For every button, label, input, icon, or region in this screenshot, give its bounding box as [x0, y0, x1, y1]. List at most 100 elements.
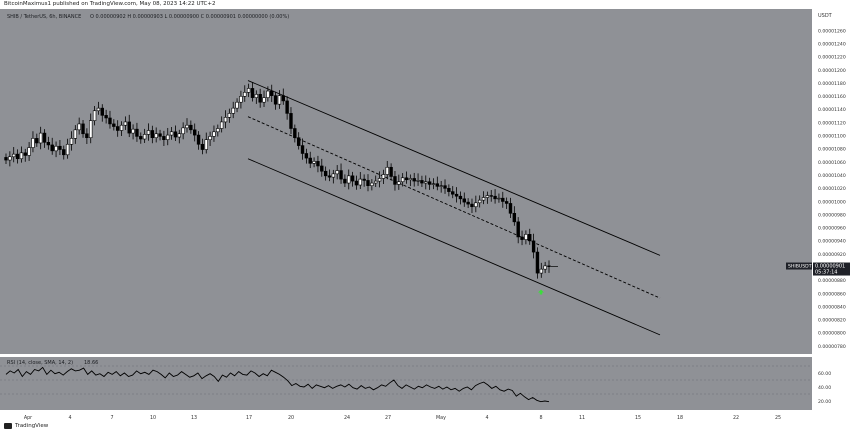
time-tick-label: Apr	[24, 415, 32, 421]
candle	[389, 166, 393, 177]
candle	[343, 178, 347, 184]
candle	[493, 195, 497, 200]
candle	[293, 128, 297, 139]
price-tick-label: 0.00000820	[818, 318, 846, 324]
candle	[69, 138, 74, 145]
candle	[370, 182, 374, 186]
candle	[239, 95, 243, 103]
price-tick-label: 0.00000860	[818, 291, 846, 297]
candle	[416, 180, 420, 182]
candle	[219, 121, 224, 129]
candle	[281, 95, 285, 102]
price-tick-label: 0.00001260	[818, 28, 846, 34]
candle	[254, 94, 259, 98]
candle	[81, 123, 85, 135]
candle	[501, 197, 505, 202]
candle	[412, 178, 416, 182]
candle	[512, 212, 517, 223]
time-axis-ticks: Apr 4 7 10 13 17 20 24 27 May 4 8 11 15 18 22 25	[24, 415, 781, 421]
time-tick-label: 22	[733, 415, 739, 421]
candle	[108, 117, 112, 125]
price-tick-label: 0.00001240	[818, 42, 846, 48]
candle	[404, 177, 409, 181]
candle	[216, 128, 220, 133]
candle	[335, 170, 339, 175]
channel-middle-line[interactable]	[247, 116, 661, 299]
candle	[366, 180, 370, 186]
candle	[131, 128, 135, 134]
candle	[27, 147, 31, 156]
candle	[92, 110, 97, 121]
candle	[528, 234, 532, 242]
candle	[12, 153, 16, 158]
candle	[312, 161, 316, 164]
candle	[8, 156, 12, 161]
candle	[50, 144, 54, 152]
price-axis-bg	[812, 9, 850, 422]
candle	[385, 166, 389, 175]
candle	[150, 130, 155, 139]
candle	[19, 152, 24, 160]
candle	[54, 145, 58, 152]
current-price: 0.00000901	[815, 264, 845, 270]
candle	[258, 94, 262, 103]
symbol-tag	[786, 262, 812, 270]
time-tick-label: 25	[775, 415, 781, 421]
candle	[185, 124, 189, 129]
price-tick-label: 0.00001060	[818, 160, 846, 166]
candle	[420, 180, 424, 184]
green-arrow-icon	[538, 289, 544, 295]
price-tick-label: 0.00000960	[818, 226, 846, 232]
candle	[273, 95, 278, 105]
candle	[115, 126, 120, 131]
candle	[439, 185, 443, 187]
candle	[266, 90, 270, 98]
candle	[58, 145, 62, 150]
candlestick-series[interactable]	[4, 82, 558, 279]
rsi-label: RSI (14, close, SMA, 14, 2)	[7, 360, 73, 366]
candle	[231, 107, 235, 114]
candle	[408, 178, 413, 181]
channel-lower-line[interactable]	[247, 158, 661, 336]
price-tick-label: 0.00001120	[818, 120, 846, 126]
candle	[196, 134, 201, 145]
candle	[112, 123, 116, 127]
candle	[524, 234, 528, 240]
candle	[246, 88, 251, 93]
candle	[516, 221, 520, 238]
candle	[38, 132, 43, 144]
candle	[289, 113, 293, 129]
candle	[466, 201, 470, 205]
candle	[535, 251, 540, 274]
channel-upper-line[interactable]	[247, 80, 661, 256]
price-chart[interactable]: SHIB / TetherUS, 6h, BINANCE O 0.0000090…	[0, 9, 850, 422]
rsi-pane-bg	[0, 357, 812, 410]
candle	[443, 185, 447, 189]
price-tick-label: 0.00001100	[818, 134, 846, 140]
candle	[489, 195, 493, 197]
candle	[331, 173, 336, 178]
candle	[177, 133, 181, 138]
candle	[243, 92, 247, 97]
chart-container: SHIB / TetherUS, 6h, BINANCE O 0.0000090…	[0, 9, 850, 422]
descending-channel[interactable]	[247, 80, 661, 336]
candle	[354, 180, 359, 186]
candle	[146, 130, 151, 135]
candle	[339, 170, 343, 180]
candle	[300, 145, 305, 154]
price-tick-label: 0.00001140	[818, 107, 846, 113]
candle	[142, 134, 147, 140]
candle	[154, 133, 158, 139]
candle	[316, 161, 320, 167]
candle	[35, 138, 39, 144]
candle	[304, 153, 309, 159]
candle	[427, 181, 432, 185]
time-tick-label: 11	[579, 415, 585, 421]
candle	[270, 90, 274, 96]
price-tick-label: 0.00000940	[818, 239, 846, 245]
candle	[397, 181, 401, 185]
price-tick-label: 0.00000800	[818, 331, 846, 337]
candle	[189, 124, 193, 131]
price-tick-label: 0.00000780	[818, 344, 846, 350]
candle	[454, 193, 459, 197]
